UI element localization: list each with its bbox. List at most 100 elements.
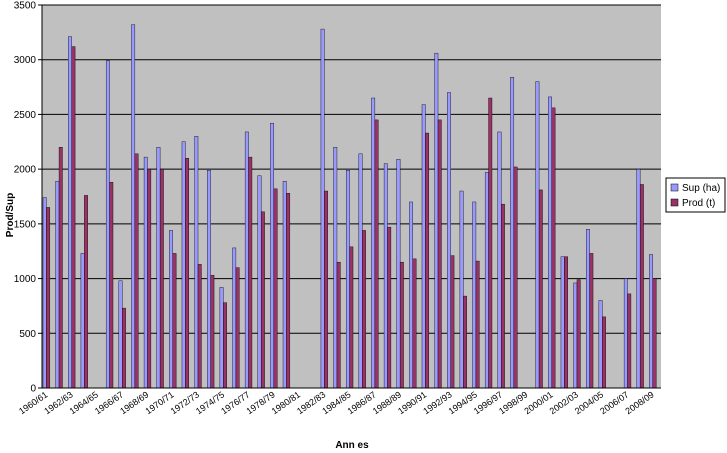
bar-sup-1961-62 [55,180,60,389]
legend-label-sup: Sup (ha) [682,183,720,194]
bar-sup-1993-94 [459,190,464,389]
bar-prod-1969-70 [159,168,164,389]
bar-prod-2003-04 [589,253,594,389]
bar-sup-1972-73 [194,136,199,389]
bar-sup-2006-07 [623,278,628,389]
bar-sup-1960-61 [42,197,47,389]
bar-sup-1986-87 [371,97,376,389]
y-tick-label: 2500 [14,110,37,121]
bar-sup-1965-66 [105,60,110,389]
bar-prod-1989-90 [412,258,417,389]
bar-prod-1972-73 [197,264,202,389]
bar-prod-1976-77 [248,156,253,389]
bar-prod-1968-69 [147,168,152,389]
bar-sup-1983-84 [333,147,338,389]
bar-sup-1994-95 [472,201,477,389]
bar-sup-1991-92 [434,52,439,389]
bar-sup-1982-83 [320,28,325,389]
legend: Sup (ha) Prod (t) [665,177,726,213]
bar-sup-2008-09 [649,254,653,389]
bar-prod-1960-61 [46,207,51,389]
bar-sup-2004-05 [598,300,603,389]
legend-label-prod: Prod (t) [682,198,715,209]
bar-prod-2007-08 [639,184,644,389]
bar-prod-2001-02 [564,256,568,389]
bar-sup-2007-08 [636,168,641,389]
bar-prod-1978-79 [273,188,278,389]
bar-sup-1966-67 [118,280,123,389]
bar-prod-2004-05 [602,316,606,389]
bar-prod-1986-87 [374,119,379,389]
bar-sup-2001-02 [560,256,565,389]
bar-prod-1985-86 [362,230,366,389]
bar-prod-2002-03 [576,279,581,389]
bar-sup-2003-04 [586,229,590,389]
bar-prod-1996-97 [500,203,505,389]
bar-prod-1971-72 [185,157,189,389]
bar-sup-2000-01 [548,96,552,389]
bar-sup-1997-98 [510,77,515,389]
bar-sup-1976-77 [244,131,249,389]
bar-prod-1987-88 [387,226,392,389]
bar-prod-1994-95 [475,260,480,389]
y-tick-label: 3000 [14,55,37,66]
bar-prod-1990-91 [425,132,430,389]
legend-swatch-sup [670,183,679,192]
y-tick-label: 0 [30,384,36,395]
bar-prod-1961-62 [58,147,63,389]
bar-sup-1970-71 [169,230,173,389]
bar-prod-1997-98 [513,166,518,389]
y-tick-label: 2000 [14,165,37,176]
bar-sup-1962-63 [68,36,72,389]
bar-prod-1995-96 [488,97,493,389]
bar-prod-1973-74 [210,275,215,389]
bar-sup-1989-90 [409,201,413,389]
bar-prod-2006-07 [627,293,632,389]
x-tick-label: 2008/09 [623,389,655,416]
bar-prod-1991-92 [437,119,442,389]
bars [42,24,657,389]
y-axis-title: Prod/Sup [5,193,16,237]
bar-sup-1988-89 [396,159,401,389]
bar-sup-1973-74 [207,170,211,389]
x-axis-title: Ann es [335,440,369,451]
bar-prod-2000-01 [551,107,556,389]
bar-prod-1966-67 [122,307,126,389]
bar-sup-1971-72 [181,141,186,389]
bar-prod-1974-75 [223,302,227,389]
bar-sup-1968-69 [143,156,148,389]
bar-prod-1975-76 [235,267,240,389]
bar-prod-1993-94 [463,295,467,389]
bar-sup-1995-96 [484,172,489,389]
bar-sup-1984-85 [345,170,350,389]
bar-prod-1984-85 [349,246,354,389]
y-tick-label: 1000 [14,274,37,285]
bar-sup-1963-64 [80,253,85,389]
bar-sup-1978-79 [270,122,275,389]
bar-prod-1983-84 [336,261,341,389]
bar-sup-1992-93 [447,92,451,389]
bar-sup-1985-86 [358,153,363,389]
bar-prod-2008-09 [652,278,657,389]
bar-prod-1962-63 [71,46,76,389]
bar-sup-1975-76 [232,247,237,389]
bar-prod-1970-71 [172,253,177,389]
legend-box [665,177,726,213]
x-tick-labels: 1960/611962/631964/651966/671968/691970/… [17,389,656,416]
bar-sup-1987-88 [383,163,388,389]
bar-sup-1996-97 [497,131,502,389]
bar-prod-1982-83 [324,190,328,389]
bar-sup-1967-68 [131,24,136,389]
bar-sup-2002-03 [573,282,578,389]
y-tick-label: 3500 [14,1,37,12]
bar-prod-1999-00 [538,189,543,389]
bar-prod-1967-68 [134,153,139,389]
y-tick-labels: 0 500 1000 1500 2000 2500 3000 3500 [14,1,42,395]
bar-sup-1969-70 [156,147,161,389]
bar-prod-1963-64 [84,195,88,389]
bar-prod-1979-80 [286,193,291,389]
bar-prod-1965-66 [109,182,114,389]
bar-sup-1979-80 [282,180,287,389]
y-tick-label: 500 [19,329,36,340]
